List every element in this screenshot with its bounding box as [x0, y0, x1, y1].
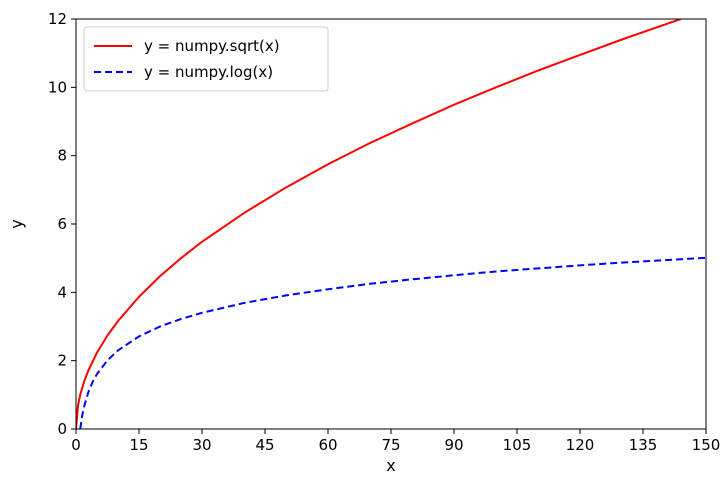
x-tick-label: 135: [629, 436, 658, 454]
x-tick-label: 45: [255, 436, 274, 454]
series-layer: [76, 19, 706, 429]
y-tick-label: 8: [57, 147, 67, 165]
series-line-sqrt: [76, 19, 682, 429]
x-tick-label: 75: [381, 436, 400, 454]
x-tick-label: 105: [503, 436, 532, 454]
y-tick-label: 2: [57, 352, 67, 370]
legend-box: [83, 26, 329, 92]
x-tick-label: 150: [692, 436, 721, 454]
x-tick-label: 120: [566, 436, 595, 454]
legend: y = numpy.sqrt(x) y = numpy.log(x): [83, 26, 329, 92]
y-axis: 0 2 4 6 8 10 12: [48, 10, 76, 438]
x-axis: 0 15 30 45 60 75 90 105 120 135 150: [71, 429, 720, 454]
y-axis-label: y: [7, 219, 26, 228]
y-tick-label: 12: [48, 10, 67, 28]
y-tick-label: 0: [57, 420, 67, 438]
x-tick-label: 15: [129, 436, 148, 454]
series-line-log: [79, 256, 706, 429]
y-tick-label: 6: [57, 215, 67, 233]
x-tick-label: 30: [192, 436, 211, 454]
legend-label: y = numpy.sqrt(x): [144, 37, 280, 55]
x-tick-label: 90: [444, 436, 463, 454]
legend-label: y = numpy.log(x): [144, 63, 273, 81]
y-tick-label: 4: [57, 283, 67, 301]
x-axis-label: x: [386, 456, 395, 475]
x-tick-label: 60: [318, 436, 337, 454]
x-tick-label: 0: [71, 436, 81, 454]
y-tick-label: 10: [48, 78, 67, 96]
